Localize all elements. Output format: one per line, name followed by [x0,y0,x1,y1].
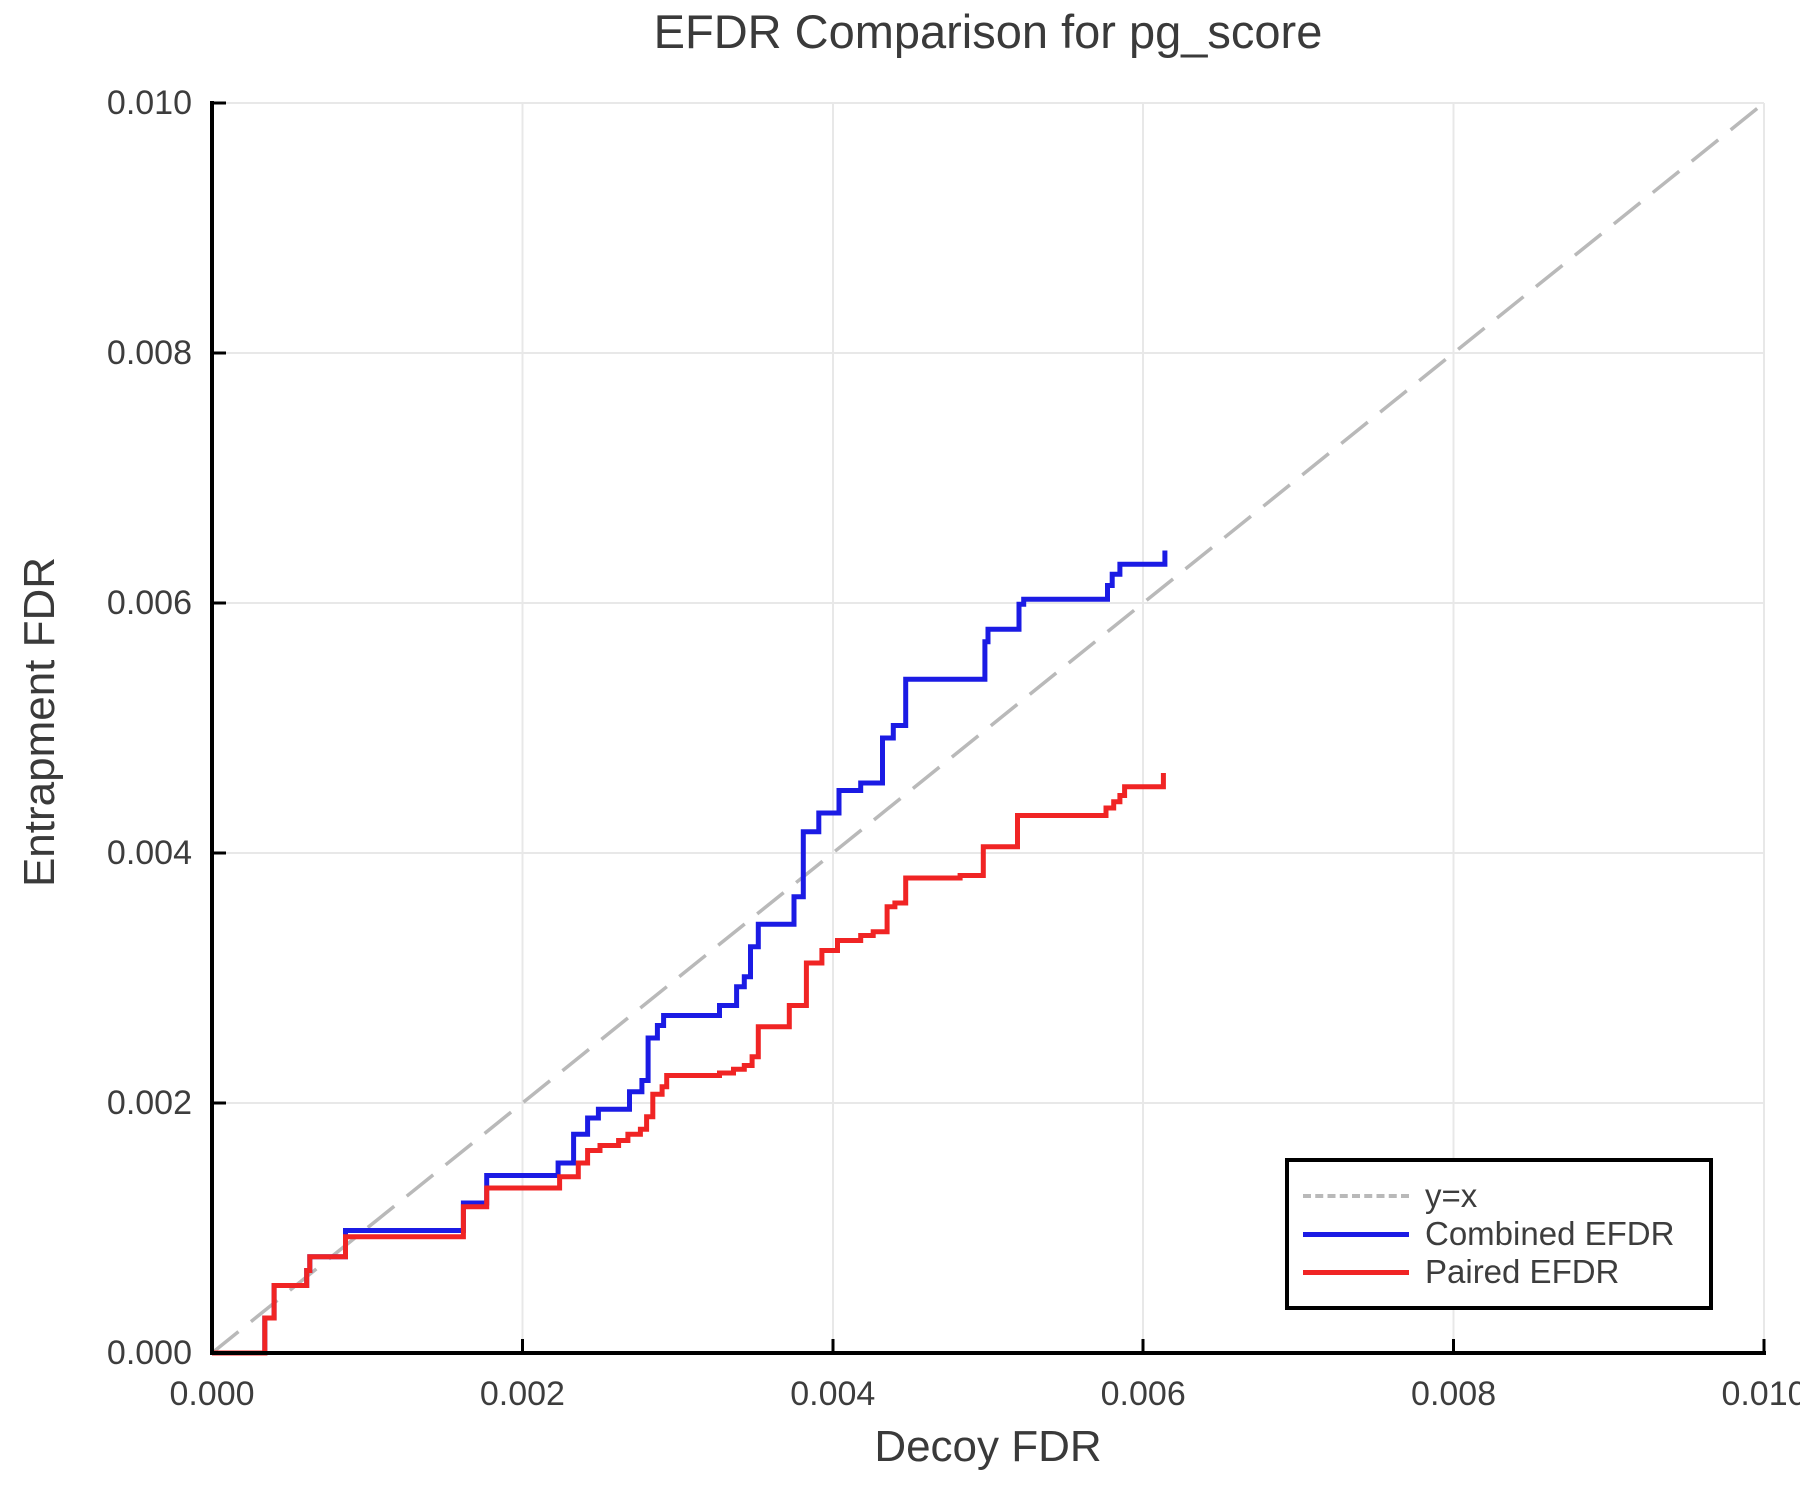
y-axis-label: Entrapment FDR [15,556,64,888]
x-tick-label: 0.000 [169,1375,254,1413]
legend-label-paired: Paired EFDR [1425,1253,1620,1290]
y-tick-label: 0.006 [107,584,192,622]
y-tick-label: 0.000 [107,1334,192,1372]
chart-title: EFDR Comparison for pg_score [653,5,1323,58]
legend-label-combined: Combined EFDR [1425,1215,1675,1252]
y-tick-label: 0.004 [107,834,192,872]
x-tick-label: 0.006 [1101,1375,1186,1413]
legend-label-identity: y=x [1425,1177,1478,1214]
legend-item-combined: Combined EFDR [1303,1215,1709,1253]
x-axis-label: Decoy FDR [874,1422,1102,1471]
paired-efdr-line [212,773,1166,1356]
x-tick-label: 0.004 [790,1375,875,1413]
y-tick-label: 0.002 [107,1084,192,1122]
legend: y=x Combined EFDR Paired EFDR [1285,1158,1713,1310]
y-tick-label: 0.008 [107,334,192,372]
y-tick-label: 0.010 [107,84,192,122]
paired-line-sample [1303,1269,1409,1275]
x-tick-label: 0.002 [480,1375,565,1413]
identity-line-sample [1303,1194,1409,1198]
combined-efdr-line [212,550,1168,1356]
x-tick-label: 0.010 [1721,1375,1800,1413]
identity-line [210,101,1766,1355]
legend-item-paired: Paired EFDR [1303,1253,1709,1291]
x-tick-label: 0.008 [1411,1375,1496,1413]
combined-line-sample [1303,1231,1409,1237]
legend-item-identity: y=x [1303,1177,1709,1215]
